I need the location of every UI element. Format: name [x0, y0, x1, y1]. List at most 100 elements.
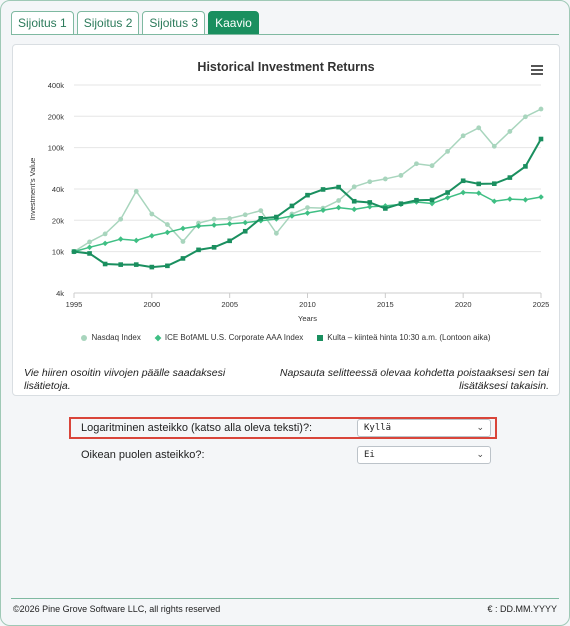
legend-label: Kulta – kiinteä hinta 10:30 a.m. (Lontoo…: [327, 333, 491, 342]
y-tick-label: 10k: [52, 248, 64, 257]
data-point: [258, 217, 264, 224]
x-tick-label: 2025: [533, 300, 550, 309]
hamburger-menu-icon[interactable]: [531, 65, 543, 75]
copyright-text: ©2026 Pine Grove Software LLC, all right…: [13, 604, 221, 614]
data-point: [320, 207, 326, 214]
data-point: [367, 200, 373, 205]
series-line-nasdaq: [73, 108, 542, 253]
data-point: [227, 238, 232, 244]
data-point: [351, 206, 357, 213]
data-point: [117, 236, 124, 242]
data-point: [398, 173, 404, 178]
data-point: [118, 262, 123, 267]
x-tick-label: 2005: [221, 300, 238, 309]
data-point: [398, 201, 404, 206]
x-axis-title: Years: [298, 314, 317, 323]
data-point: [258, 208, 264, 213]
data-point: [445, 190, 450, 195]
highlight-box: [69, 417, 497, 439]
data-point: [180, 239, 186, 244]
data-point: [429, 197, 435, 203]
data-point: [102, 240, 108, 247]
data-point: [507, 129, 513, 134]
data-point: [165, 222, 170, 227]
y-tick-label: 200k: [48, 112, 65, 121]
data-point: [351, 184, 357, 190]
footer-divider: [11, 598, 559, 599]
data-point: [149, 211, 155, 217]
data-point: [289, 213, 295, 219]
x-tick-label: 2015: [377, 300, 394, 309]
data-point: [414, 197, 419, 203]
data-point: [335, 204, 342, 211]
data-point: [195, 223, 202, 229]
data-point: [538, 106, 544, 112]
chart-legend: Nasdaq Index ICE BofAML U.S. Corporate A…: [13, 333, 559, 342]
right-scale-row: Oikean puolen asteikko?: Ei ⌄: [81, 446, 491, 464]
chevron-down-icon: ⌄: [476, 423, 484, 433]
tab-sijoitus-2[interactable]: Sijoitus 2: [76, 11, 140, 35]
data-point: [274, 214, 279, 220]
data-point: [538, 136, 544, 142]
chart-svg[interactable]: 4k 10k 20k 40k 100k 200k 400k 1995 2000 2005 2010 2…: [13, 45, 561, 397]
diamond-marker-icon: [154, 334, 162, 341]
y-tick-label: 4k: [56, 289, 64, 298]
data-point: [305, 192, 310, 198]
data-point: [102, 231, 108, 237]
square-marker-icon: [317, 334, 324, 341]
log-scale-select[interactable]: Kyllä ⌄: [357, 419, 491, 437]
data-point: [320, 187, 326, 192]
tab-sijoitus-3[interactable]: Sijoitus 3: [142, 11, 206, 35]
right-scale-select[interactable]: Ei ⌄: [357, 446, 491, 464]
x-tick-label: 2000: [143, 300, 160, 309]
x-tick-label: 2010: [299, 300, 316, 309]
data-point: [289, 203, 295, 209]
log-scale-label: Logaritminen asteikko (katso alla oleva …: [81, 422, 313, 434]
chevron-down-icon: ⌄: [476, 450, 484, 460]
chart-title: Historical Investment Returns: [197, 60, 375, 74]
data-point: [87, 239, 92, 245]
data-point: [414, 161, 419, 167]
data-point: [491, 143, 497, 149]
data-point: [304, 210, 311, 216]
data-point: [491, 198, 498, 205]
tab-kaavio[interactable]: Kaavio: [208, 11, 259, 35]
legend-item-nasdaq[interactable]: Nasdaq Index: [81, 333, 141, 342]
data-point: [242, 219, 249, 226]
x-tick-label: 2020: [455, 300, 472, 309]
tab-sijoitus-1[interactable]: Sijoitus 1: [11, 11, 74, 35]
data-point: [180, 256, 186, 261]
data-point: [133, 262, 139, 267]
data-point: [258, 216, 264, 221]
data-point: [367, 179, 373, 185]
data-point: [196, 247, 201, 253]
hover-hint: Vie hiiren osoitin viivojen päälle saada…: [24, 367, 226, 392]
data-point: [165, 263, 170, 269]
data-point: [211, 245, 217, 250]
data-point: [71, 249, 77, 254]
legend-item-gold[interactable]: Kulta – kiinteä hinta 10:30 a.m. (Lontoo…: [317, 333, 491, 342]
data-point: [522, 196, 529, 203]
data-point: [538, 194, 544, 200]
data-point: [133, 237, 140, 244]
legend-item-ice[interactable]: ICE BofAML U.S. Corporate AAA Index: [154, 333, 304, 342]
right-scale-value: Ei: [364, 450, 375, 460]
right-scale-label: Oikean puolen asteikko?:: [81, 449, 205, 461]
tab-bar: Sijoitus 1 Sijoitus 2 Sijoitus 3 Kaavio: [11, 11, 259, 35]
legend-label: Nasdaq Index: [91, 333, 141, 342]
data-point: [460, 178, 466, 184]
data-point: [444, 194, 451, 201]
data-point: [242, 228, 248, 234]
data-point: [460, 189, 466, 196]
legend-label: ICE BofAML U.S. Corporate AAA Index: [164, 333, 304, 342]
data-point: [336, 198, 342, 203]
data-point: [476, 125, 482, 131]
data-point: [242, 212, 248, 218]
x-tick-label: 1995: [66, 300, 83, 309]
chart-card: 4k 10k 20k 40k 100k 200k 400k 1995 2000 2005 2010 2…: [12, 44, 560, 396]
data-point: [164, 229, 171, 236]
data-point: [211, 216, 217, 222]
data-point: [211, 222, 217, 228]
data-point: [351, 198, 357, 204]
